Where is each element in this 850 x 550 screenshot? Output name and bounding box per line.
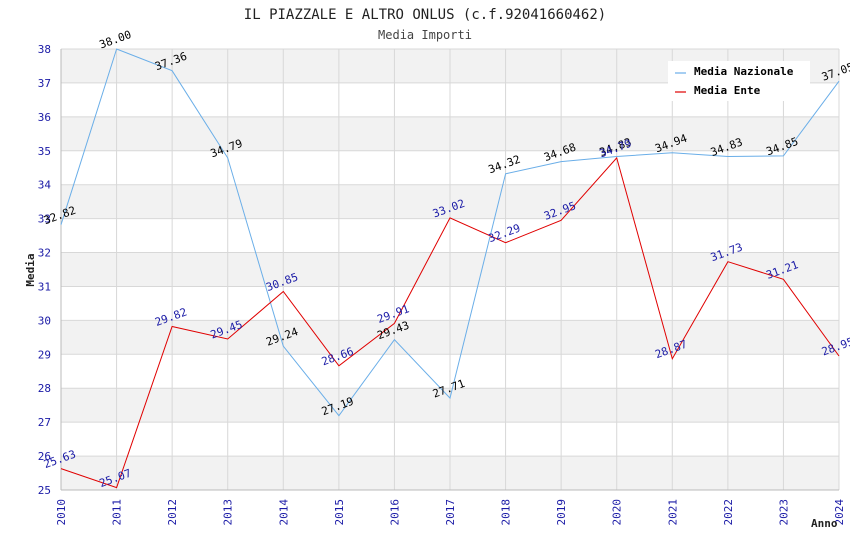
x-tick-label: 2018 [500,499,513,526]
y-tick-label: 32 [38,247,51,260]
x-tick-label: 2010 [55,499,68,526]
x-tick-label: 2012 [166,499,179,526]
x-tick-label: 2021 [666,499,679,526]
data-label-media-nazionale: 32.82 [42,204,78,228]
y-tick-label: 27 [38,416,51,429]
y-tick-label: 33 [38,213,51,226]
x-tick-label: 2020 [611,499,624,526]
x-tick-label: 2011 [111,499,124,526]
x-tick-label: 2014 [277,499,290,526]
y-tick-label: 29 [38,348,51,361]
y-tick-labels: 25 26 27 28 29 30 31 32 33 34 35 36 37 38 [38,43,52,497]
x-tick-label: 2015 [333,499,346,526]
y-axis-label: Media [24,253,37,286]
legend-box [668,61,810,101]
axes [60,49,839,491]
y-tick-label: 34 [38,179,52,192]
y-tick-label: 25 [38,484,51,497]
y-tick-label: 28 [38,382,51,395]
y-tick-label: 37 [38,77,51,90]
x-tick-labels: 2010 2011 2012 2013 2014 2015 2016 2017 2018 2019… [55,499,846,526]
x-tick-label: 2016 [388,499,401,526]
x-tick-label: 2017 [444,499,457,526]
chart-subtitle: Media Importi [378,28,472,42]
y-tick-label: 30 [38,314,51,327]
x-tick-label: 2022 [722,499,735,526]
x-axis-label: Anno [811,517,838,530]
y-tick-label: 36 [38,111,51,124]
chart-title: IL PIAZZALE E ALTRO ONLUS (c.f.920416604… [244,7,606,23]
series-lines [60,48,840,489]
data-label-media-nazionale: 38.00 [98,28,134,52]
series-line-media-ente [60,156,840,489]
x-tick-label: 2023 [777,499,790,526]
series-line-media-nazionale [60,48,840,417]
x-tick-label: 2019 [555,499,568,526]
legend-label-media-nazionale: Media Nazionale [694,65,794,78]
y-tick-label: 35 [38,145,51,158]
data-label-media-nazionale: 34.32 [487,153,523,177]
x-tick-label: 2024 [833,499,846,526]
legend-label-media-ente: Media Ente [694,84,761,97]
y-tick-label: 31 [38,280,51,293]
x-tick-label: 2013 [222,499,235,526]
legend: Media Nazionale Media Ente [668,61,810,101]
y-tick-label: 26 [38,450,51,463]
y-tick-label: 38 [38,43,51,56]
